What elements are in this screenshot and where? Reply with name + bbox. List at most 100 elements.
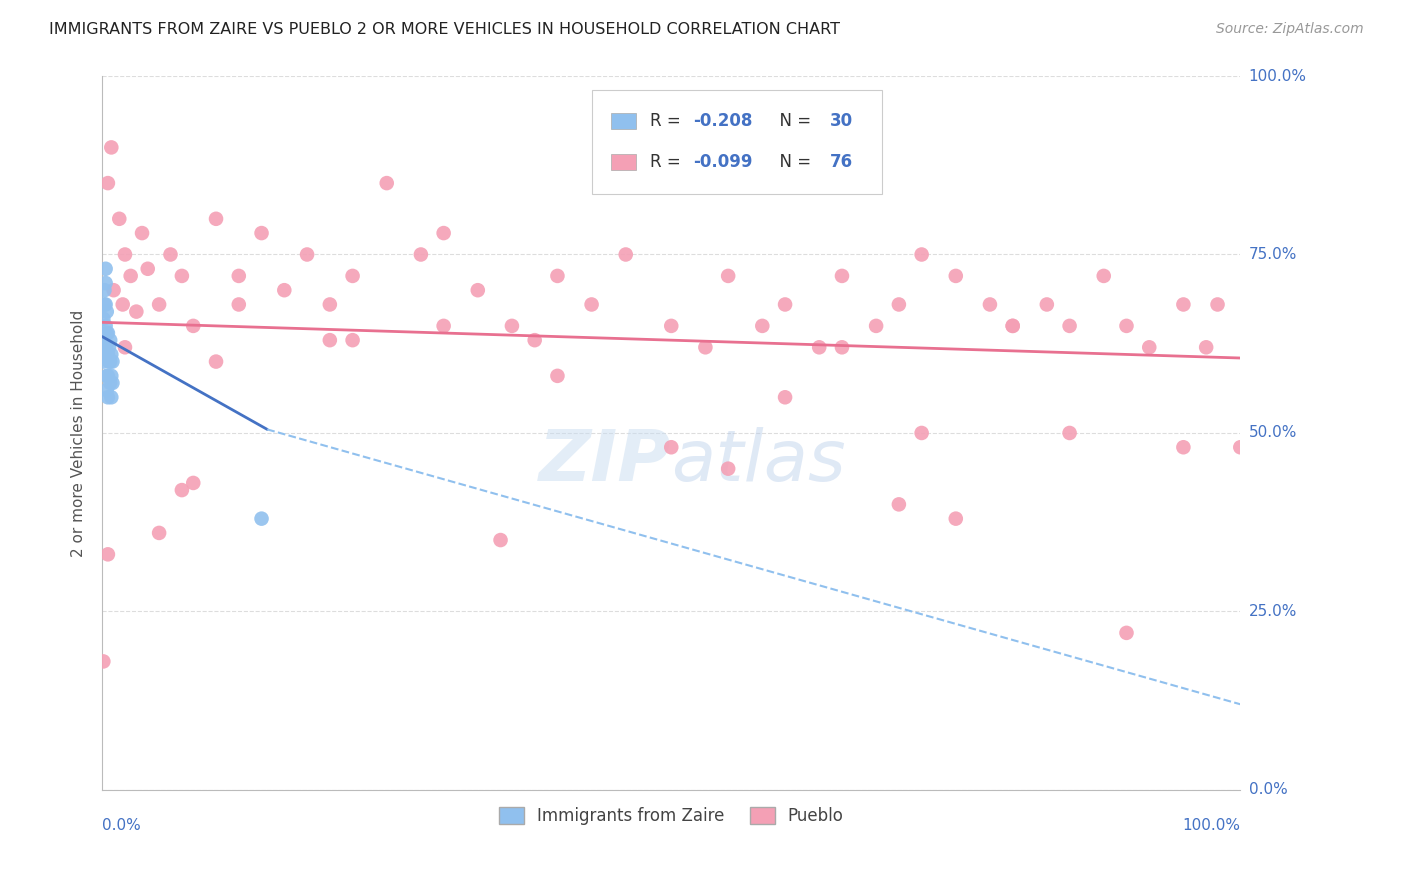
Text: -0.208: -0.208 <box>693 112 752 130</box>
Point <box>98 340 121 354</box>
Point <box>97 326 120 340</box>
Text: N =: N = <box>769 153 817 170</box>
Point <box>865 318 887 333</box>
Point <box>773 297 796 311</box>
Text: R =: R = <box>650 112 686 130</box>
Point <box>98 354 121 368</box>
Point <box>96 383 118 397</box>
Point <box>98 376 121 390</box>
Point <box>911 247 934 261</box>
Point <box>96 304 118 318</box>
Point <box>695 340 717 354</box>
Point <box>111 297 134 311</box>
Point <box>887 497 910 511</box>
Point <box>1229 440 1251 454</box>
Point <box>93 311 115 326</box>
Point <box>101 376 124 390</box>
Point <box>96 368 118 383</box>
Point <box>467 283 489 297</box>
Point <box>148 297 170 311</box>
FancyBboxPatch shape <box>612 153 636 169</box>
Point <box>1115 625 1137 640</box>
Text: -0.099: -0.099 <box>693 153 752 170</box>
Point <box>659 318 682 333</box>
Point <box>501 318 523 333</box>
Point <box>98 333 121 347</box>
Point <box>205 354 228 368</box>
Point <box>319 333 342 347</box>
Point <box>1059 318 1081 333</box>
Point <box>148 525 170 540</box>
Point <box>228 297 250 311</box>
Point <box>97 390 120 404</box>
Point <box>96 347 118 361</box>
Point <box>97 176 120 190</box>
Point <box>1092 268 1115 283</box>
Point <box>120 268 142 283</box>
Point <box>523 333 546 347</box>
Point <box>205 211 228 226</box>
Point <box>228 268 250 283</box>
Point <box>94 261 117 276</box>
Text: 50.0%: 50.0% <box>1249 425 1296 441</box>
Point <box>911 425 934 440</box>
Point <box>773 390 796 404</box>
Point <box>659 440 682 454</box>
Point <box>1206 297 1229 311</box>
Point <box>945 511 967 525</box>
Text: 0.0%: 0.0% <box>1249 782 1288 797</box>
Point <box>93 333 115 347</box>
Point <box>887 297 910 311</box>
Point <box>1173 440 1195 454</box>
Point <box>97 347 120 361</box>
Point <box>1059 425 1081 440</box>
FancyBboxPatch shape <box>612 113 636 128</box>
Text: 25.0%: 25.0% <box>1249 604 1296 619</box>
Point <box>808 340 831 354</box>
Point <box>273 283 295 297</box>
Point <box>1115 318 1137 333</box>
Text: atlas: atlas <box>671 427 846 496</box>
Point <box>717 268 740 283</box>
Point <box>131 226 153 240</box>
Point <box>375 176 398 190</box>
Point <box>114 340 136 354</box>
Text: 30: 30 <box>830 112 852 130</box>
Point <box>831 340 853 354</box>
Point <box>100 390 122 404</box>
Point <box>342 268 364 283</box>
Point <box>94 297 117 311</box>
Point <box>181 475 204 490</box>
Point <box>1001 318 1024 333</box>
Point <box>159 247 181 261</box>
Point <box>1001 318 1024 333</box>
Point <box>114 247 136 261</box>
Point <box>1195 340 1218 354</box>
Point <box>979 297 1001 311</box>
Point <box>181 318 204 333</box>
Point <box>433 226 456 240</box>
Point <box>101 354 124 368</box>
FancyBboxPatch shape <box>592 90 882 194</box>
Point <box>1036 297 1059 311</box>
Point <box>100 347 122 361</box>
Point <box>614 247 637 261</box>
Point <box>581 297 603 311</box>
Point <box>170 483 193 497</box>
Legend: Immigrants from Zaire, Pueblo: Immigrants from Zaire, Pueblo <box>492 800 851 831</box>
Point <box>489 533 512 547</box>
Point <box>97 547 120 561</box>
Point <box>94 340 117 354</box>
Point <box>108 211 131 226</box>
Y-axis label: 2 or more Vehicles in Household: 2 or more Vehicles in Household <box>72 310 86 557</box>
Text: 76: 76 <box>830 153 852 170</box>
Text: 0.0%: 0.0% <box>103 819 141 833</box>
Point <box>170 268 193 283</box>
Text: 100.0%: 100.0% <box>1249 69 1306 84</box>
Point <box>100 368 122 383</box>
Point <box>409 247 432 261</box>
Point <box>93 655 115 669</box>
Point <box>546 368 568 383</box>
Point <box>94 276 117 290</box>
Text: IMMIGRANTS FROM ZAIRE VS PUEBLO 2 OR MORE VEHICLES IN HOUSEHOLD CORRELATION CHAR: IMMIGRANTS FROM ZAIRE VS PUEBLO 2 OR MOR… <box>49 22 841 37</box>
